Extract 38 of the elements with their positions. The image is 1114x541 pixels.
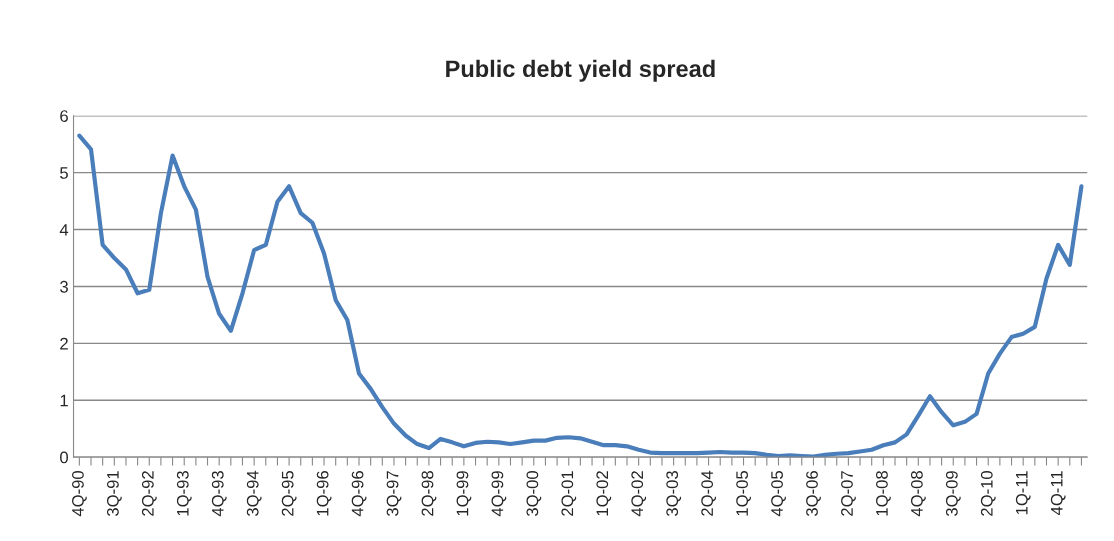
- x-tick-label: 1Q-02: [596, 471, 612, 516]
- x-tick-label: 4Q-08: [910, 471, 926, 517]
- y-tick-label: 5: [60, 167, 68, 179]
- x-tick-label: 4Q-90: [72, 470, 87, 517]
- x-tick-label: 3Q-91: [106, 471, 122, 517]
- x-tick-label: 3Q-06: [806, 471, 821, 517]
- x-tick-label: 2Q-98: [421, 471, 437, 516]
- x-tick-label: 1Q-93: [176, 471, 192, 516]
- y-tick-label: 2: [60, 337, 68, 350]
- x-tick-label: 1Q-11: [1015, 471, 1031, 515]
- y-tick-label: 6: [60, 110, 68, 122]
- x-tick-label: 2Q-04: [701, 470, 717, 516]
- x-tick-label: 2Q-95: [281, 471, 297, 516]
- x-tick-label: 4Q-96: [351, 471, 367, 517]
- x-tick-label: 3Q-94: [246, 470, 262, 517]
- x-tick-label: 2Q-92: [141, 471, 157, 516]
- y-tick-label: 0: [60, 451, 69, 464]
- y-tick-label: 3: [60, 280, 68, 293]
- x-tick-label: 1Q-08: [876, 471, 891, 516]
- x-tick-label: 4Q-05: [771, 471, 786, 517]
- x-tick-label: 1Q-96: [316, 471, 332, 516]
- x-tick-label: 2Q-01: [561, 471, 577, 516]
- x-tick-label: 4Q-99: [491, 471, 507, 517]
- x-tick-label: 3Q-03: [666, 471, 682, 517]
- x-tick-label: 1Q-99: [456, 471, 472, 516]
- x-tick-label: 4Q-02: [631, 471, 647, 517]
- y-tick-label: 1: [60, 394, 68, 407]
- x-tick-label: 3Q-09: [945, 471, 961, 517]
- y-tick-label: 4: [59, 224, 69, 236]
- x-tick-label: 2Q-07: [841, 471, 856, 516]
- chart-title: Public debt yield spread: [446, 59, 715, 82]
- x-tick-label: 4Q-93: [211, 471, 227, 517]
- x-tick-label: 2Q-10: [980, 470, 996, 516]
- x-tick-label: 3Q-97: [386, 471, 402, 517]
- x-tick-label: 4Q-11: [1050, 471, 1066, 516]
- x-tick-label: 3Q-00: [526, 470, 542, 517]
- x-tick-label: 1Q-05: [736, 471, 751, 516]
- line-series: [77, 133, 1084, 458]
